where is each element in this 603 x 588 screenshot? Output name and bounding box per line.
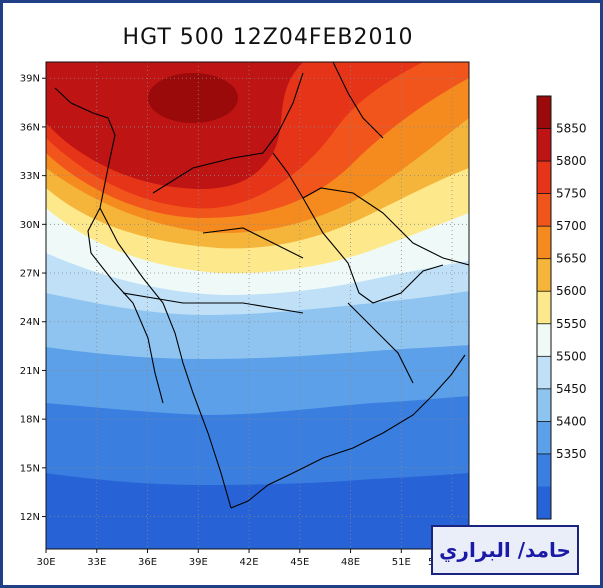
lat-tick-label: 12N [20,512,40,523]
colorbar-label: 5750 [556,187,587,201]
coastline [332,62,384,139]
coastline [87,207,164,404]
colorbar-label: 5600 [556,284,587,298]
coastline [202,227,304,259]
colorbar-label: 5400 [556,414,587,428]
colorbar-segment [537,486,551,520]
colorbar-label: 5700 [556,219,587,233]
lon-tick-label: 36E [138,557,157,568]
colorbar-label: 5500 [556,349,587,363]
coastline [302,187,469,266]
colorbar-label: 5550 [556,317,587,331]
colorbar-segment [537,161,551,195]
chart-title: HGT 500 12Z04FEB2010 [122,25,414,50]
colorbar-label: 5800 [556,154,587,168]
colorbar-segment [537,323,551,357]
lon-tick-label: 30E [36,557,55,568]
coastline [122,292,304,314]
lat-tick-label: 24N [20,317,40,328]
colorbar-segment [537,388,551,422]
colorbar-label: 5650 [556,252,587,266]
lat-tick-label: 18N [20,415,40,426]
colorbar-label: 5850 [556,122,587,136]
coastline [230,354,466,509]
lat-tick-label: 15N [20,463,40,474]
coastline [152,72,304,194]
colorbar-segment [537,258,551,292]
colorbar-segment [537,226,551,260]
map-border [45,61,470,550]
colorbar-segment [537,356,551,390]
signature-box: حامد/ البراري [431,525,579,575]
lat-tick-label: 36N [20,122,40,133]
lat-tick-label: 30N [20,220,40,231]
coastline [54,87,116,209]
colorbar-segment [537,421,551,455]
signature-text: حامد/ البراري [439,538,571,562]
lon-tick-label: 51E [392,557,411,568]
lon-tick-label: 33E [87,557,106,568]
colorbar-segment [537,96,551,130]
lat-tick-label: 27N [20,269,40,280]
lat-tick-label: 39N [20,74,40,85]
colorbar-segment [537,128,551,162]
coastline [347,302,414,384]
coastline [99,207,232,509]
lon-tick-label: 42E [240,557,259,568]
colorbar-label: 5450 [556,382,587,396]
colorbar-segment [537,291,551,325]
lon-tick-label: 48E [341,557,360,568]
coastline [272,152,444,304]
lon-tick-label: 45E [290,557,309,568]
colorbar-segment [537,453,551,487]
map-figure: 39N 36N 33N 30N 27N 24N 21N 18N 15N 12N 30E 33E 36E… [20,61,587,568]
lat-tick-label: 33N [20,171,40,182]
height-band [148,73,238,123]
colorbar-segment [537,193,551,227]
colorbar-label: 5350 [556,447,587,461]
figure-frame: HGT 500 12Z04FEB2010 39N 36N 33N 30N 27N 24N 2… [3,3,600,585]
colorbar-border [536,95,552,520]
lat-tick-label: 21N [20,366,40,377]
lon-tick-label: 39E [189,557,208,568]
